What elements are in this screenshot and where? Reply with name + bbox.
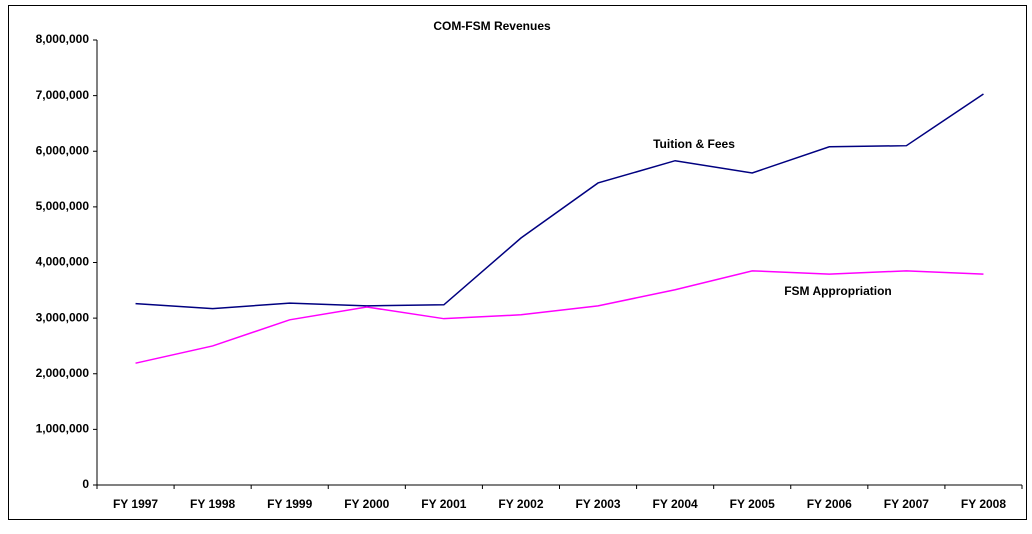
x-tick-label: FY 2001 xyxy=(421,497,466,511)
chart-border xyxy=(8,5,1027,520)
line-series xyxy=(135,93,984,310)
y-tick-label: 3,000,000 xyxy=(36,310,90,324)
x-tick-label: FY 2007 xyxy=(884,497,929,511)
series-label: FSM Appropriation xyxy=(784,284,892,298)
x-tick-label: FY 1997 xyxy=(113,497,158,511)
series-label: Tuition & Fees xyxy=(653,137,735,151)
y-tick-label: 6,000,000 xyxy=(36,143,90,157)
x-tick-label: FY 2002 xyxy=(498,497,543,511)
x-tick-label: FY 2005 xyxy=(730,497,775,511)
y-tick-label: 4,000,000 xyxy=(36,255,90,269)
y-tick-label: 7,000,000 xyxy=(36,88,90,102)
x-tick-label: FY 2000 xyxy=(344,497,389,511)
y-tick-label: 5,000,000 xyxy=(36,199,90,213)
y-tick-label: 1,000,000 xyxy=(36,422,90,436)
x-tick-label: FY 1998 xyxy=(190,497,235,511)
chart-title: COM-FSM Revenues xyxy=(433,19,551,33)
x-tick-label: FY 2008 xyxy=(961,497,1006,511)
x-tick-label: FY 2003 xyxy=(575,497,620,511)
y-tick-label: 8,000,000 xyxy=(36,32,90,46)
x-tick-label: FY 2004 xyxy=(653,497,698,511)
y-tick-label: 0 xyxy=(82,477,89,491)
line-series xyxy=(135,270,984,364)
x-tick-label: FY 2006 xyxy=(807,497,852,511)
y-tick-label: 2,000,000 xyxy=(36,366,90,380)
x-tick-label: FY 1999 xyxy=(267,497,312,511)
